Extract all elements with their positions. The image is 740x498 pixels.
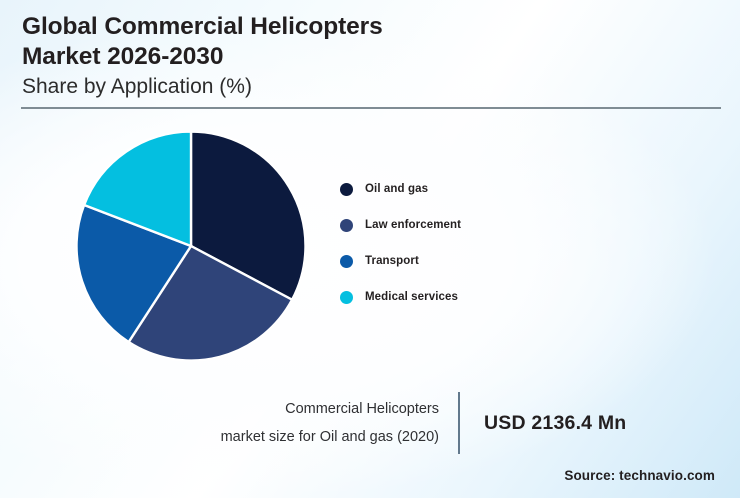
pie-chart bbox=[75, 130, 307, 362]
pie-slice[interactable] bbox=[189, 130, 307, 302]
market-size-callout: Commercial Helicopters market size for O… bbox=[180, 392, 700, 454]
source-attribution: Source: technavio.com bbox=[564, 468, 715, 483]
chart-header: Global Commercial Helicopters Market 202… bbox=[22, 12, 720, 99]
legend-item[interactable]: Transport bbox=[340, 243, 560, 279]
legend-item[interactable]: Oil and gas bbox=[340, 171, 560, 207]
header-divider bbox=[21, 107, 721, 109]
legend-swatch-icon bbox=[340, 290, 353, 304]
legend-swatch-icon bbox=[340, 254, 353, 268]
legend-swatch-icon bbox=[340, 218, 353, 232]
legend-item-label: Oil and gas bbox=[365, 183, 429, 195]
pie-slice[interactable] bbox=[82, 130, 193, 248]
chart-subtitle: Share by Application (%) bbox=[22, 74, 252, 98]
legend-item-label: Transport bbox=[365, 255, 419, 267]
callout-description-line-2: market size for Oil and gas (2020) bbox=[220, 429, 439, 445]
callout-value: USD 2136.4 Mn bbox=[484, 411, 627, 434]
pie-slice[interactable] bbox=[126, 244, 294, 362]
pie-chart-svg bbox=[75, 130, 307, 362]
legend-item-label: Law enforcement bbox=[365, 219, 462, 231]
legend-item[interactable]: Law enforcement bbox=[340, 207, 560, 243]
callout-description: Commercial Helicopters market size for O… bbox=[180, 395, 458, 452]
legend-swatch-icon bbox=[340, 182, 353, 196]
pie-slice[interactable] bbox=[75, 203, 193, 344]
callout-divider bbox=[458, 392, 460, 454]
chart-legend: Oil and gas Law enforcement Transport Medic… bbox=[340, 171, 560, 315]
legend-item[interactable]: Medical services bbox=[340, 279, 560, 315]
legend-item-label: Medical services bbox=[365, 291, 459, 303]
page-title: Global Commercial Helicopters Market 202… bbox=[22, 13, 383, 70]
callout-description-line-1: Commercial Helicopters bbox=[285, 400, 439, 417]
